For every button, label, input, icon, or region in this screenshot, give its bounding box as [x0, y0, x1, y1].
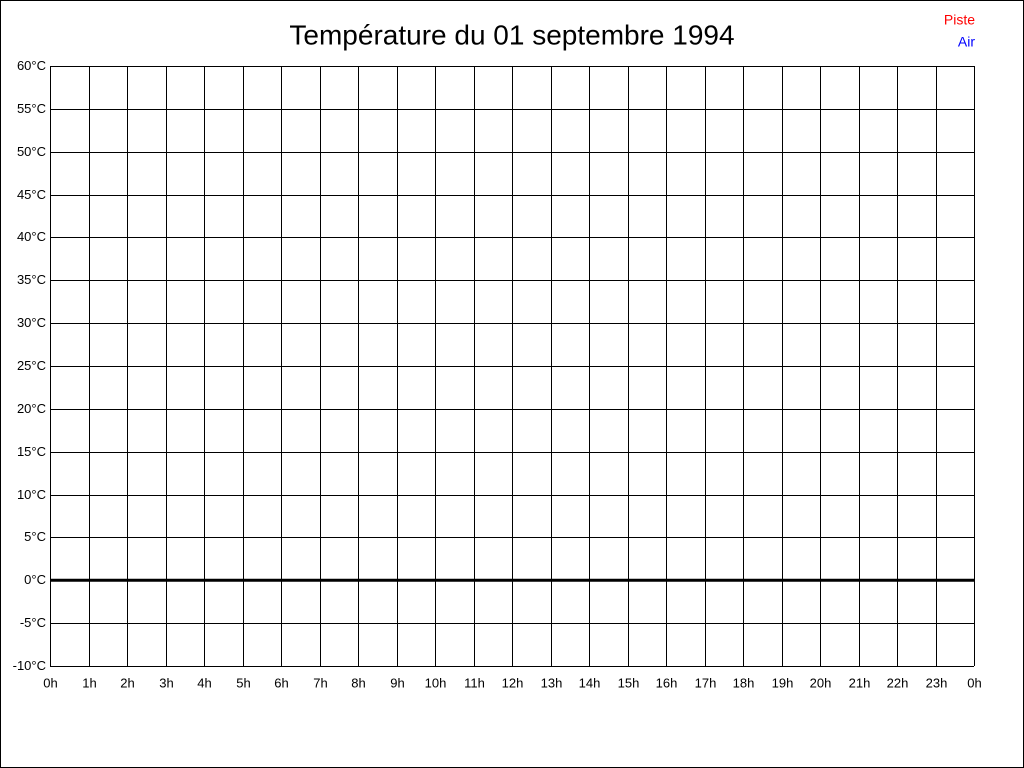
y-tick-label: 25°C	[17, 358, 46, 373]
y-tick-label: 20°C	[17, 401, 46, 416]
x-tick-label: 18h	[733, 675, 755, 690]
y-tick-label: 35°C	[17, 272, 46, 287]
x-tick-label: 14h	[579, 675, 601, 690]
x-tick-label: 6h	[274, 675, 288, 690]
x-tick-label: 15h	[618, 675, 640, 690]
x-tick-label: 7h	[313, 675, 327, 690]
x-tick-label: 23h	[926, 675, 948, 690]
y-tick-label: 60°C	[17, 58, 46, 73]
x-tick-label: 10h	[425, 675, 447, 690]
x-tick-label: 2h	[120, 675, 134, 690]
chart-title: Température du 01 septembre 1994	[289, 19, 734, 50]
x-tick-label: 16h	[656, 675, 678, 690]
y-tick-label: 55°C	[17, 101, 46, 116]
x-tick-label: 8h	[351, 675, 365, 690]
x-tick-label: 0h	[967, 675, 981, 690]
x-tick-label: 13h	[541, 675, 563, 690]
y-tick-label: 10°C	[17, 487, 46, 502]
x-tick-label: 3h	[159, 675, 173, 690]
y-tick-label: 40°C	[17, 229, 46, 244]
x-tick-label: 11h	[464, 675, 485, 690]
y-tick-label: -10°C	[13, 658, 46, 673]
x-tick-label: 0h	[43, 675, 57, 690]
x-tick-label: 1h	[82, 675, 96, 690]
y-tick-label: 45°C	[17, 187, 46, 202]
x-tick-label: 5h	[236, 675, 250, 690]
x-tick-label: 21h	[849, 675, 871, 690]
y-tick-label: 0°C	[24, 572, 46, 587]
x-tick-label: 22h	[887, 675, 909, 690]
x-tick-label: 4h	[197, 675, 211, 690]
legend-entry: Piste	[944, 12, 975, 28]
x-tick-label: 12h	[502, 675, 524, 690]
x-tick-label: 9h	[390, 675, 404, 690]
x-tick-label: 19h	[772, 675, 794, 690]
y-tick-label: 15°C	[17, 444, 46, 459]
y-tick-label: 5°C	[24, 529, 46, 544]
y-tick-label: -5°C	[20, 615, 46, 630]
legend-entry: Air	[958, 34, 975, 50]
y-tick-label: 30°C	[17, 315, 46, 330]
x-tick-label: 20h	[810, 675, 832, 690]
y-tick-label: 50°C	[17, 144, 46, 159]
x-tick-label: 17h	[695, 675, 717, 690]
